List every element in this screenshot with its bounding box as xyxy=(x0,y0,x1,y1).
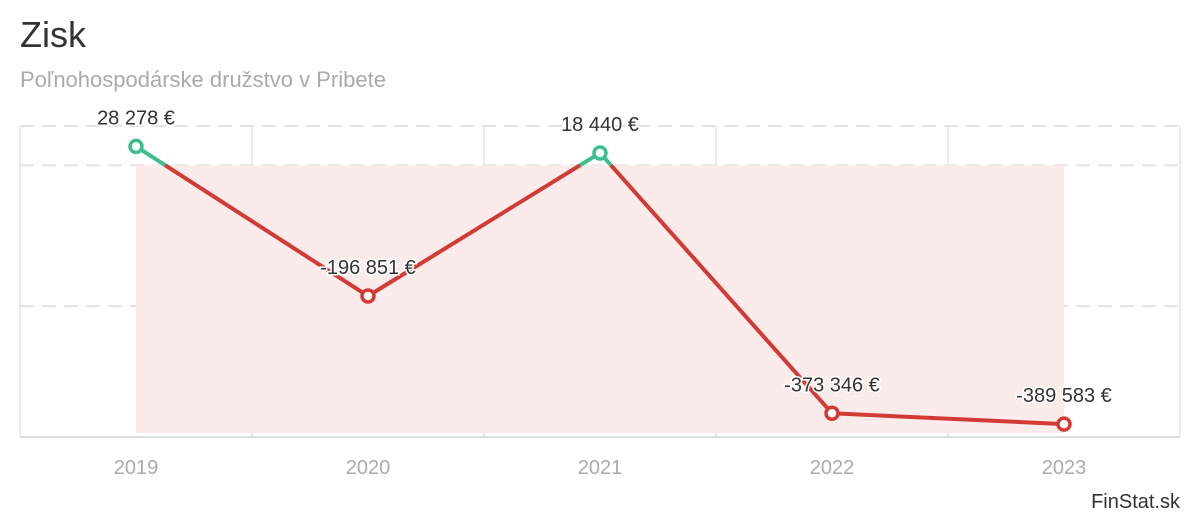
data-label-2021: 18 440 € xyxy=(561,114,639,136)
data-point-2019 xyxy=(128,138,144,155)
data-point-2020 xyxy=(360,288,376,304)
data-labels: 28 278 € -196 851 € 18 440 € -373 346 € -389… xyxy=(96,106,1114,409)
finstat-credit[interactable]: FinStat.sk xyxy=(1091,491,1180,513)
chart-subtitle: Poľnohospodárske družstvo v Pribete xyxy=(20,67,386,92)
data-label-2020: -196 851 € xyxy=(320,257,416,279)
x-tick-2019: 2019 xyxy=(114,457,159,479)
data-label-2022: -373 346 € xyxy=(784,374,880,396)
data-point-2022 xyxy=(824,405,840,422)
x-tick-2023: 2023 xyxy=(1042,457,1087,479)
line-segment-0b xyxy=(164,163,370,298)
x-tick-2021: 2021 xyxy=(578,457,623,479)
x-axis-ticks: 2019 2020 2021 2022 2023 xyxy=(114,457,1087,479)
loss-area-fill xyxy=(136,165,1064,433)
loss-area xyxy=(136,165,1064,433)
line-segment-3 xyxy=(831,411,1065,427)
series-line xyxy=(134,144,1065,427)
x-tick-2022: 2022 xyxy=(810,457,855,479)
line-segment-1a xyxy=(366,163,582,298)
data-point-2021 xyxy=(592,145,608,161)
series-points xyxy=(128,138,1072,432)
line-segment-2b xyxy=(609,163,834,415)
data-label-2019: 28 278 € xyxy=(97,107,175,129)
data-label-2023: -389 583 € xyxy=(1016,385,1112,407)
x-tick-2020: 2020 xyxy=(346,457,391,479)
chart-title: Zisk xyxy=(20,14,86,55)
data-point-2023 xyxy=(1056,416,1072,432)
